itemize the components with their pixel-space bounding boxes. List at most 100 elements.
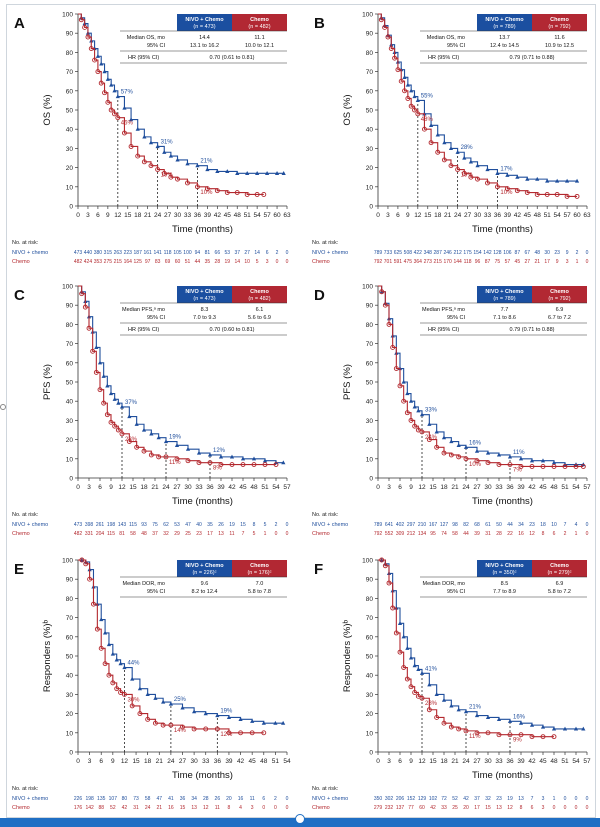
x-tick-label: 30: [484, 484, 492, 491]
risk-value-chemo: 33: [441, 805, 447, 811]
x-tick-label: 12: [414, 212, 422, 219]
risk-value-nivo: 94: [195, 250, 201, 256]
x-tick-label: 6: [98, 484, 102, 491]
risk-value-nivo: 35: [207, 522, 213, 528]
stats-nivo-value: 7.7: [501, 307, 509, 313]
x-tick-label: 0: [376, 212, 380, 219]
risk-value-nivo: 67: [525, 250, 531, 256]
legend-nivo-name: NIVO + Chemo: [485, 17, 524, 23]
risk-value-chemo: 0: [274, 805, 277, 811]
censor-mark-chemo: [474, 730, 480, 736]
x-tick-label: 60: [273, 212, 281, 219]
y-tick-label: 70: [366, 341, 374, 348]
censor-mark-nivo: [156, 435, 161, 440]
risk-value-nivo: 2: [576, 250, 579, 256]
y-tick-label: 100: [362, 284, 373, 291]
censor-mark-chemo: [562, 464, 568, 469]
legend-chemo-n: (n = 792): [548, 24, 570, 30]
stats-row-label: 95% CI: [147, 315, 166, 321]
risk-value-nivo: 1: [553, 796, 556, 802]
legend-chemo-n: (n = 792): [548, 296, 570, 302]
risk-value-chemo: 164: [124, 259, 133, 265]
y-tick-label: 20: [366, 711, 374, 718]
risk-value-nivo: 380: [94, 250, 103, 256]
hr-value: 0.70 (0.60 to 0.81): [210, 327, 255, 333]
risk-value-nivo: 50: [496, 522, 502, 528]
risk-value-chemo: 3: [266, 259, 269, 265]
censor-mark-nivo: [97, 360, 103, 365]
censor-mark-chemo: [102, 90, 107, 96]
censor-mark-nivo: [495, 171, 500, 175]
panel-letter: C: [14, 287, 25, 304]
risk-value-nivo: 40: [196, 522, 202, 528]
censor-mark-nivo: [564, 178, 570, 183]
censor-mark-chemo: [540, 464, 546, 469]
stats-row-label: Median OS, mo: [127, 35, 165, 41]
x-tick-label: 18: [140, 484, 148, 491]
censor-mark-chemo: [408, 417, 414, 423]
legend-header-nivo: [477, 560, 532, 577]
landmark-label-chemo: 48%: [421, 117, 434, 123]
censor-mark-nivo: [118, 661, 123, 666]
censor-mark-nivo: [262, 458, 268, 463]
censor-mark-chemo: [88, 46, 94, 52]
censor-mark-nivo: [135, 126, 140, 131]
censor-mark-nivo: [109, 82, 114, 87]
legend-nivo-n: (n = 789): [493, 296, 515, 302]
stats-nivo-value: 13.1 to 16.2: [190, 43, 219, 49]
risk-value-chemo: 0: [286, 805, 289, 811]
risk-value-chemo: 81: [119, 531, 125, 537]
censor-mark-nivo: [196, 450, 202, 455]
y-tick-label: 30: [366, 418, 374, 425]
censor-mark-chemo: [93, 369, 99, 375]
page-indicator-dot[interactable]: [295, 814, 305, 824]
risk-value-nivo: 302: [385, 796, 394, 802]
x-tick-label: 15: [129, 484, 137, 491]
legend-nivo-n: (n = 350)ᶜ: [492, 570, 516, 576]
x-tick-label: 18: [144, 758, 152, 765]
risk-value-chemo: 20: [463, 805, 469, 811]
legend-header-chemo: [232, 560, 287, 577]
censor-mark-chemo: [148, 163, 154, 169]
censor-mark-nivo: [115, 94, 120, 99]
censor-mark-nivo: [435, 132, 440, 137]
censor-mark-nivo: [250, 718, 255, 723]
risk-value-nivo: 42: [463, 796, 469, 802]
risk-value-nivo: 402: [396, 522, 405, 528]
censor-mark-nivo: [174, 443, 180, 447]
risk-value-chemo: 9: [556, 259, 559, 265]
censor-mark-nivo: [535, 176, 540, 181]
risk-value-chemo: 0: [276, 259, 279, 265]
risk-value-nivo: 0: [286, 250, 289, 256]
x-tick-label: 3: [387, 484, 391, 491]
x-axis-label: Time (months): [172, 224, 233, 235]
risk-value-chemo: 279: [374, 805, 383, 811]
x-tick-label: 48: [250, 484, 258, 491]
censor-mark-nivo: [525, 176, 530, 181]
censor-mark-chemo: [485, 180, 490, 186]
x-tick-label: 36: [494, 212, 502, 219]
censor-mark-nivo: [505, 172, 510, 177]
risk-value-chemo: 0: [553, 805, 556, 811]
censor-mark-nivo: [102, 630, 108, 635]
x-tick-label: 33: [484, 212, 492, 219]
risk-value-chemo: 0: [586, 805, 589, 811]
censor-mark-chemo: [82, 304, 88, 310]
landmark-label-chemo: 24%: [425, 435, 438, 441]
x-tick-label: 0: [76, 212, 80, 219]
censor-mark-nivo: [148, 140, 154, 145]
risk-value-chemo: 7: [242, 531, 245, 537]
risk-value-chemo: 37: [152, 531, 158, 537]
censor-mark-nivo: [207, 452, 213, 457]
censor-mark-nivo: [110, 651, 115, 656]
x-axis-label: Time (months): [472, 224, 533, 235]
censor-mark-nivo: [122, 665, 127, 670]
y-tick-label: 50: [366, 654, 374, 661]
risk-value-chemo: 215: [434, 259, 443, 265]
x-tick-label: 21: [151, 484, 159, 491]
censor-mark-nivo: [185, 161, 190, 166]
x-tick-label: 48: [534, 212, 542, 219]
y-tick-label: 10: [66, 184, 74, 191]
stats-chemo-value: 11.1: [254, 35, 264, 41]
